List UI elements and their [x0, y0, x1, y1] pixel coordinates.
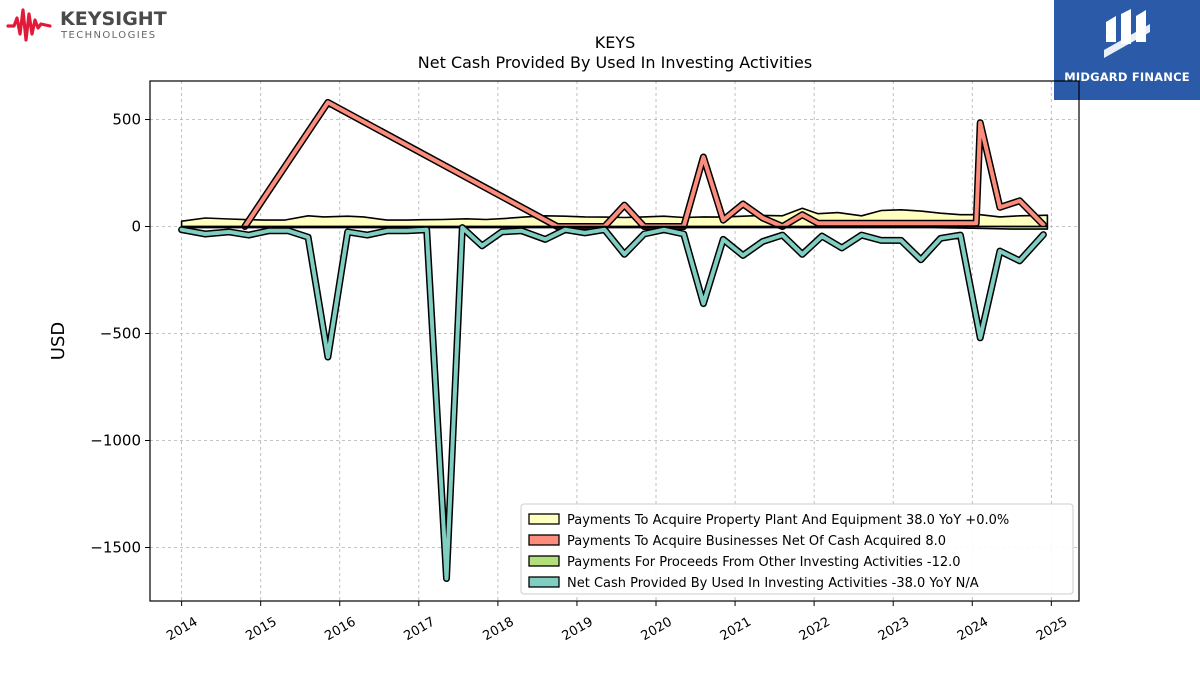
x-tick-label: 2023: [876, 615, 912, 645]
legend-entry: Net Cash Provided By Used In Investing A…: [567, 576, 979, 591]
x-tick-label: 2021: [718, 615, 754, 645]
legend-swatch: [528, 576, 560, 588]
plot-frame: [149, 80, 1080, 602]
y-axis-label: USD: [48, 322, 69, 360]
chart-subtitle: Net Cash Provided By Used In Investing A…: [418, 53, 812, 72]
legend-swatch: [528, 513, 560, 525]
chart-title: KEYS: [595, 33, 636, 52]
legend-swatch: [528, 534, 560, 546]
y-tick-label: −500: [100, 325, 141, 343]
series-line-3: [179, 225, 1046, 581]
x-tick-label: 2019: [560, 615, 596, 645]
x-tick-label: 2020: [639, 615, 675, 645]
keysight-sub-text: TECHNOLOGIES: [60, 30, 157, 41]
series-line-1: [242, 100, 1046, 229]
midgard-brand-text: MIDGARD FINANCE: [1064, 70, 1190, 84]
legend-entry: Payments To Acquire Property Plant And E…: [567, 513, 1009, 528]
x-tick-label: 2025: [1034, 615, 1070, 645]
legend: Payments To Acquire Property Plant And E…: [520, 503, 1074, 595]
x-tick-label: 2016: [322, 615, 358, 645]
legend-entry: Payments To Acquire Businesses Net Of Ca…: [567, 534, 946, 549]
midgard-finance-logo: MIDGARD FINANCE: [1054, 0, 1200, 100]
keysight-logo: KEYSIGHT TECHNOLOGIES: [6, 4, 176, 44]
y-tick-label: 0: [131, 218, 141, 236]
y-axis: 500 0 −500 −1000 −1500: [90, 111, 150, 557]
keysight-brand-text: KEYSIGHT: [60, 8, 167, 30]
x-tick-label: 2014: [164, 615, 200, 645]
legend-box: [520, 503, 1074, 595]
x-tick-label: 2015: [243, 615, 279, 645]
x-axis: 2014 2015 2016 2017 2018 2019 2020 2021 2022 2023…: [164, 601, 1070, 644]
y-tick-label: 500: [112, 111, 141, 129]
legend-entry: Payments For Proceeds From Other Investi…: [567, 555, 961, 570]
y-tick-label: −1000: [90, 432, 141, 450]
series-area-2: [180, 225, 1049, 230]
y-tick-label: −1500: [90, 539, 141, 557]
legend-swatch: [528, 555, 560, 567]
x-tick-label: 2018: [481, 615, 517, 645]
x-tick-label: 2024: [955, 615, 991, 645]
midgard-emblem-icon: [1104, 9, 1150, 58]
x-tick-label: 2022: [797, 615, 833, 645]
keysight-wave-icon: [6, 8, 52, 42]
x-tick-label: 2017: [401, 615, 437, 645]
series-group: [178, 98, 1049, 582]
